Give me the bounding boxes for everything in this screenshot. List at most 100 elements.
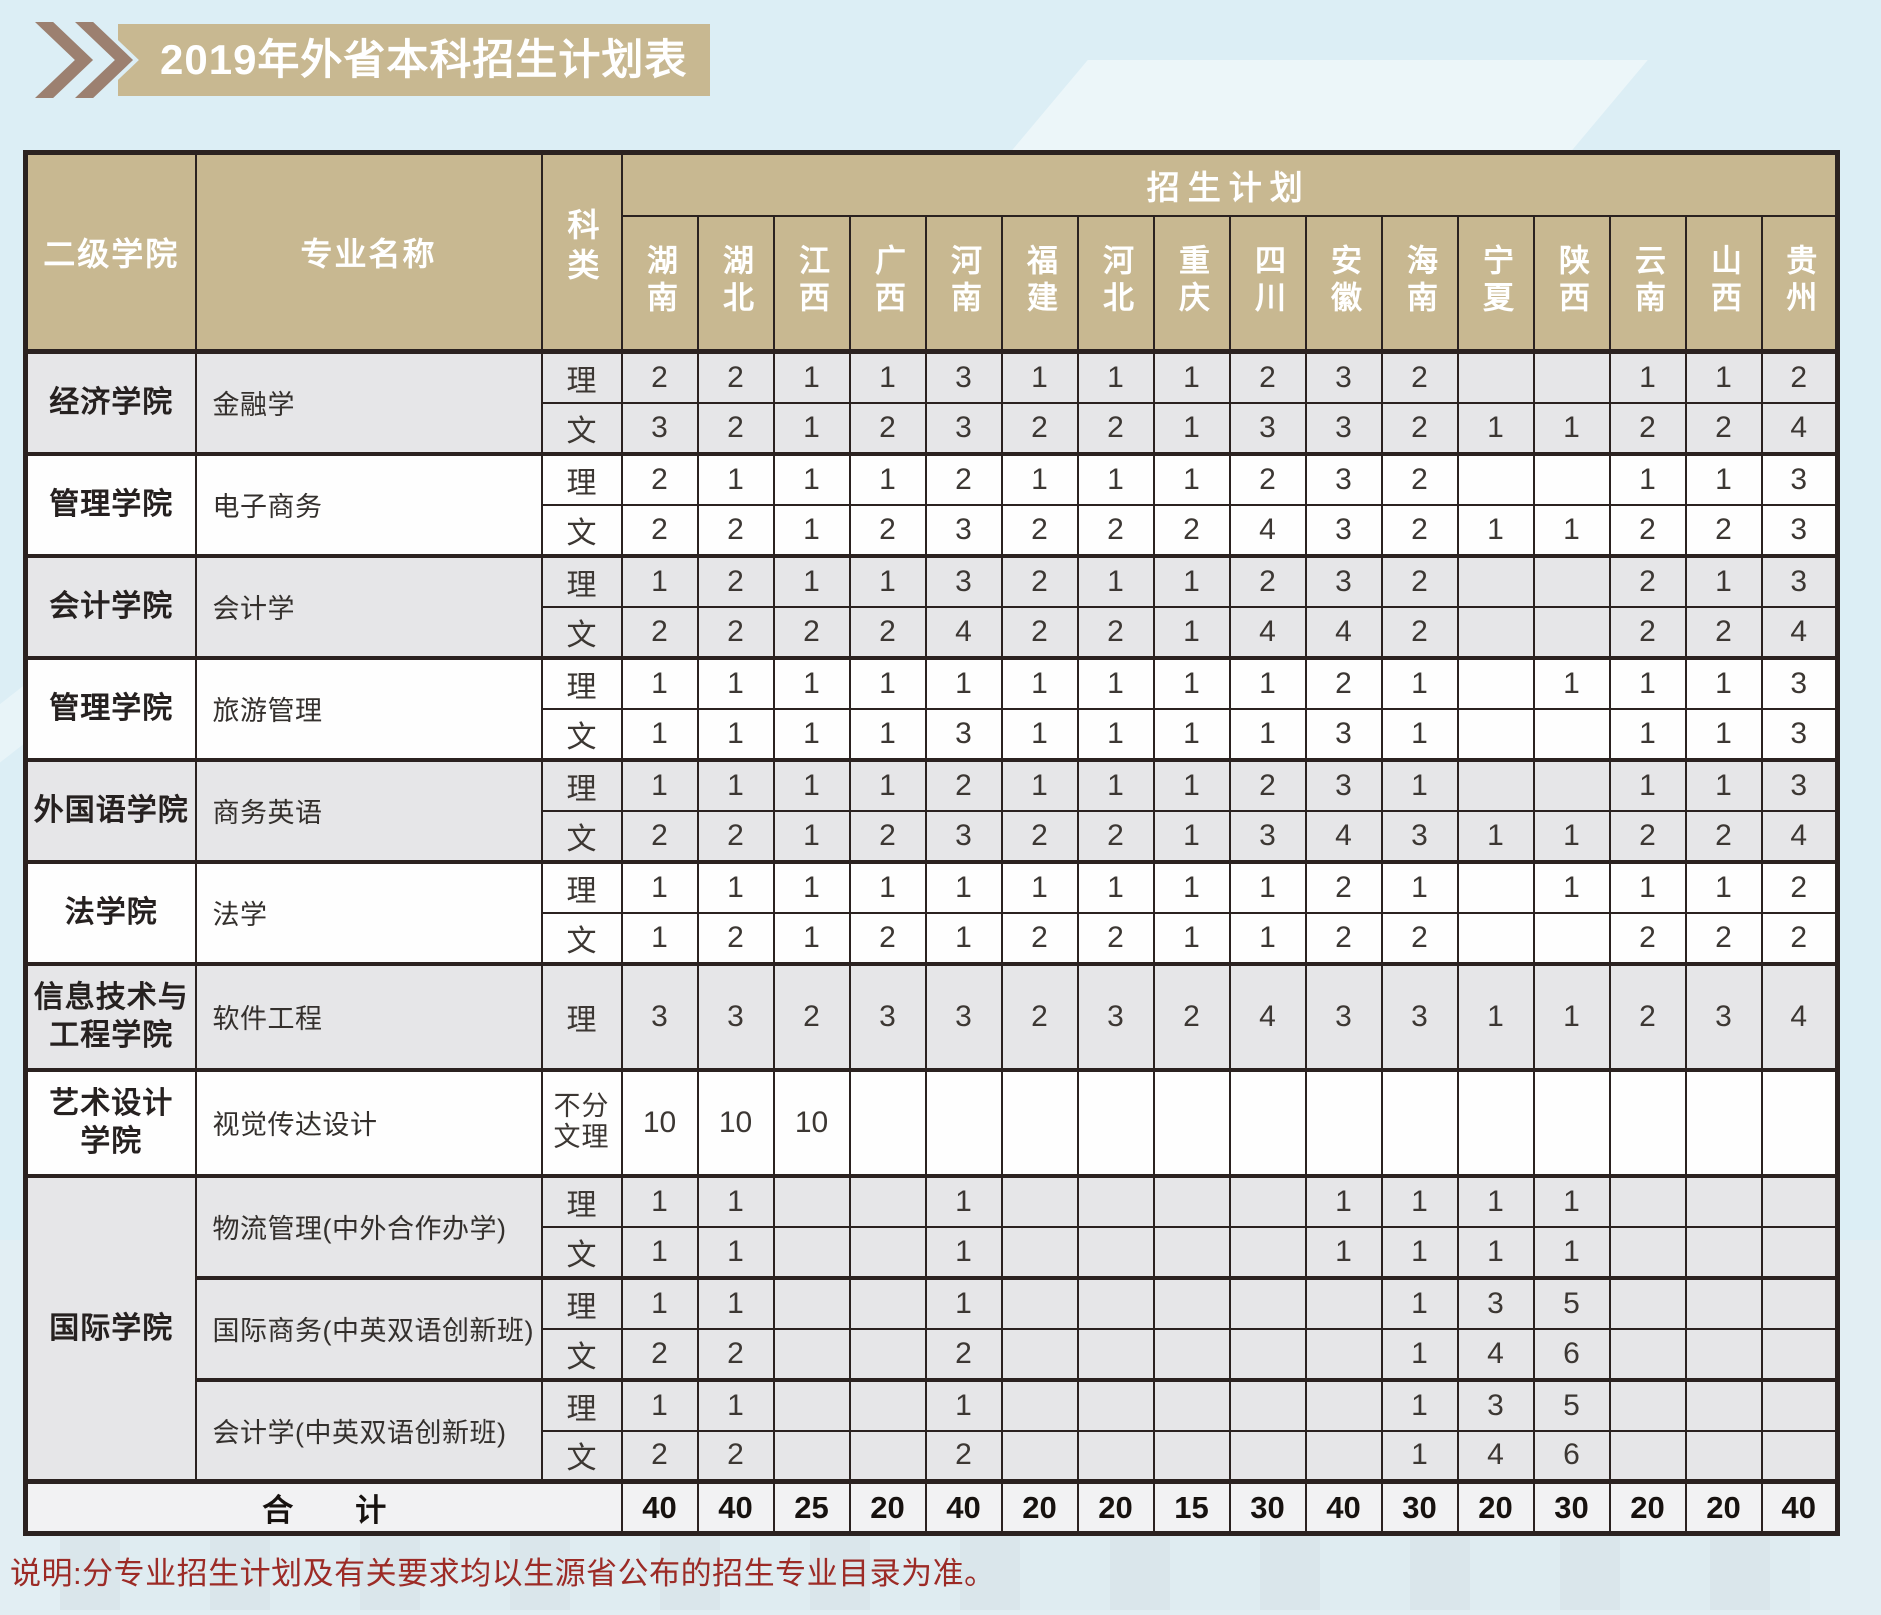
value-cell: 3 xyxy=(1304,503,1383,557)
plan-row: 信息技术与 工程学院 软件工程理 3 3 2 3 3 2 3 2 4 3 3 1 1 2 3 4 xyxy=(24,961,1839,1071)
value-cell: 2 xyxy=(620,349,699,404)
value-cell: 2 xyxy=(1076,401,1155,455)
value-cell xyxy=(1152,1173,1231,1228)
value-cell: 1 xyxy=(848,655,927,710)
province-header-label: 海南 xyxy=(1402,243,1437,318)
value-cell xyxy=(1760,1275,1839,1330)
value-cell: 2 xyxy=(1684,605,1763,659)
value-cell: 2 xyxy=(1760,859,1839,914)
subject-cell: 文 xyxy=(540,503,623,557)
subject-cell: 理 xyxy=(540,757,623,812)
value-cell xyxy=(1076,1173,1155,1228)
total-value-cell: 40 xyxy=(924,1479,1003,1535)
value-cell xyxy=(1608,1173,1687,1228)
value-cell xyxy=(1684,1067,1763,1177)
value-cell: 1 xyxy=(924,655,1003,710)
value-cell: 2 xyxy=(1608,553,1687,608)
value-cell: 1 xyxy=(620,1275,699,1330)
major-cell: 视觉传达设计 xyxy=(194,1067,543,1177)
value-cell: 2 xyxy=(1380,503,1459,557)
province-header-label: 江西 xyxy=(794,243,829,318)
value-cell: 2 xyxy=(1684,809,1763,863)
value-cell: 3 xyxy=(924,553,1003,608)
subject-cell: 文 xyxy=(540,1429,623,1483)
value-cell: 4 xyxy=(1228,503,1307,557)
plan-row: 管理学院 电子商务理 2 1 1 1 2 1 1 1 2 3 2 1 1 3 xyxy=(24,451,1839,557)
value-cell: 1 xyxy=(772,503,851,557)
value-cell xyxy=(848,1275,927,1330)
value-cell xyxy=(1228,1327,1307,1381)
value-cell: 1 xyxy=(848,707,927,761)
value-cell: 2 xyxy=(1000,605,1079,659)
plan-row: 国际商务(中英双语创新班) 理 1 1 1 1 3 5 xyxy=(26,1275,1839,1381)
value-cell: 1 xyxy=(1380,1225,1459,1279)
value-cell: 1 xyxy=(772,349,851,404)
value-cell: 1 xyxy=(620,1377,699,1432)
major-cell: 商务英语 xyxy=(194,757,543,863)
total-label-cell: 合 计 xyxy=(24,1479,623,1535)
value-cell: 1 xyxy=(1532,401,1611,455)
value-cell: 3 xyxy=(620,401,699,455)
province-header-row: 湖南 湖北 江西 广西 河南 福建 河北 重庆 四川 安徽 海南 宁夏 陕西 云南 山西 贵州 xyxy=(25,215,1839,353)
value-cell xyxy=(1304,1327,1383,1381)
value-cell: 2 xyxy=(1228,553,1307,608)
value-cell: 1 xyxy=(848,859,927,914)
value-cell: 1 xyxy=(1684,451,1763,506)
value-cell: 1 xyxy=(772,911,851,965)
province-header: 河北 xyxy=(1076,215,1155,353)
value-cell: 1 xyxy=(1228,655,1307,710)
total-value-cell: 30 xyxy=(1532,1479,1611,1535)
subject-cell: 理 xyxy=(540,1173,623,1228)
value-cell: 4 xyxy=(1760,605,1839,659)
value-cell: 3 xyxy=(1760,655,1839,710)
major-cell: 电子商务 xyxy=(194,451,543,557)
value-cell: 6 xyxy=(1532,1327,1611,1381)
subject-cell: 文 xyxy=(540,605,623,659)
province-header: 江西 xyxy=(772,215,851,353)
value-cell: 2 xyxy=(1076,809,1155,863)
value-cell: 1 xyxy=(1456,401,1535,455)
value-cell: 2 xyxy=(696,809,775,863)
value-cell: 2 xyxy=(620,1429,699,1483)
subject-label: 不分文理 xyxy=(553,1090,610,1153)
value-cell: 2 xyxy=(1000,809,1079,863)
subject-cell: 理 xyxy=(540,859,623,914)
value-cell: 2 xyxy=(1228,451,1307,506)
total-value-cell: 40 xyxy=(1304,1479,1383,1535)
value-cell: 1 xyxy=(1380,1275,1459,1330)
value-cell: 1 xyxy=(772,859,851,914)
value-cell: 2 xyxy=(620,1327,699,1381)
value-cell: 1 xyxy=(1456,503,1535,557)
value-cell: 1 xyxy=(1532,859,1611,914)
major-cell: 法学 xyxy=(194,859,543,965)
value-cell xyxy=(924,1067,1003,1177)
value-cell: 1 xyxy=(848,757,927,812)
value-cell: 1 xyxy=(1684,553,1763,608)
subject-cell: 文 xyxy=(540,1225,623,1279)
value-cell: 3 xyxy=(1380,809,1459,863)
value-cell: 1 xyxy=(924,911,1003,965)
major-cell: 国际商务(中英双语创新班) xyxy=(194,1275,543,1381)
value-cell: 2 xyxy=(1304,911,1383,965)
value-cell: 1 xyxy=(696,859,775,914)
value-cell: 1 xyxy=(772,553,851,608)
value-cell: 1 xyxy=(1076,707,1155,761)
value-cell: 3 xyxy=(1228,401,1307,455)
province-header-label: 陕西 xyxy=(1554,243,1589,318)
value-cell: 1 xyxy=(1684,707,1763,761)
total-row: 合 计 40 40 25 20 40 20 20 15 30 40 30 20 30 20 20 40 xyxy=(24,1479,1839,1535)
college-column-header: 二级学院 xyxy=(24,151,197,353)
value-cell xyxy=(1456,859,1535,914)
value-cell: 3 xyxy=(924,401,1003,455)
value-cell xyxy=(1304,1377,1383,1432)
page-title: 2019年外省本科招生计划表 xyxy=(160,36,688,83)
value-cell xyxy=(1456,553,1535,608)
footnote: 说明:分专业招生计划及有关要求均以生源省公布的招生专业目录为准。 xyxy=(10,1556,996,1591)
value-cell: 3 xyxy=(1456,1275,1535,1330)
value-cell: 2 xyxy=(1380,349,1459,404)
value-cell: 1 xyxy=(620,757,699,812)
value-cell: 3 xyxy=(1076,961,1155,1071)
